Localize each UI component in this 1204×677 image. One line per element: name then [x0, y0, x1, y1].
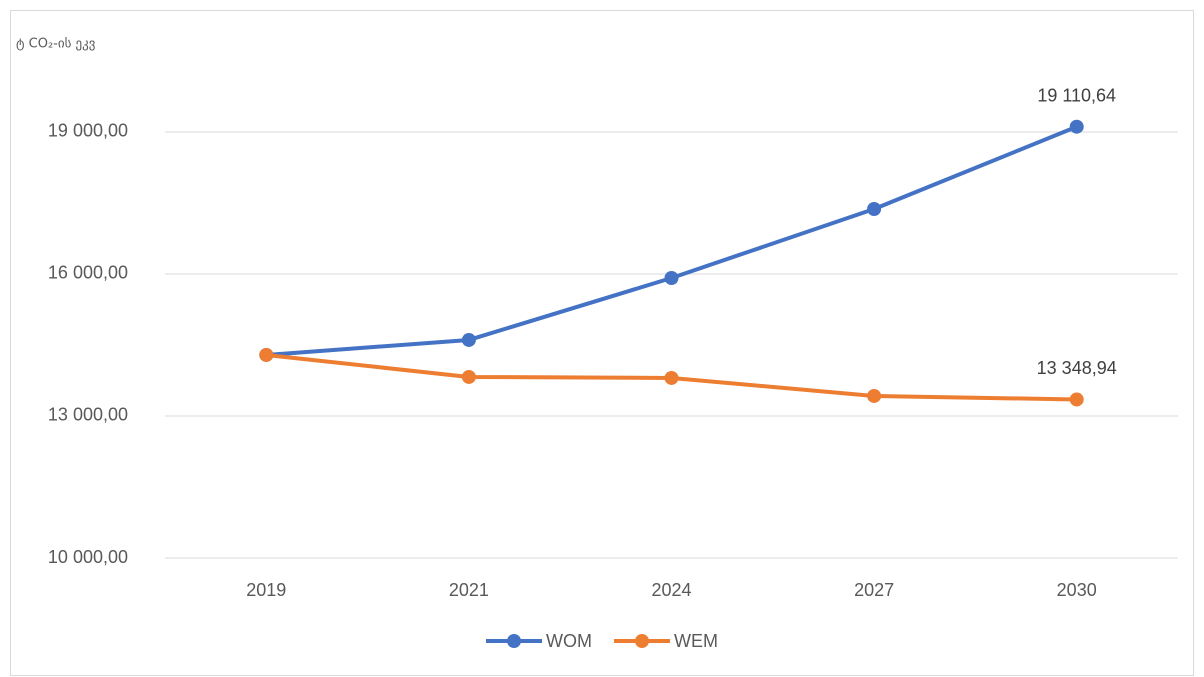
y-tick-label: 19 000,00 — [48, 121, 128, 141]
y-tick-label: 13 000,00 — [48, 405, 128, 425]
x-tick-label: 2030 — [1057, 580, 1097, 600]
y-axis-label: ტ CO₂-ის ეკვ — [16, 37, 95, 52]
data-label: 13 348,94 — [1037, 358, 1117, 378]
series-marker — [664, 271, 679, 286]
x-tick-label: 2019 — [246, 580, 286, 600]
series-marker — [461, 332, 476, 347]
legend-marker — [507, 634, 521, 648]
data-label: 19 110,64 — [1037, 85, 1116, 105]
series-marker — [1069, 119, 1084, 134]
y-tick-label: 16 000,00 — [48, 263, 128, 283]
x-tick-label: 2021 — [449, 580, 489, 600]
series-marker — [461, 369, 476, 384]
legend-label: WOM — [546, 631, 592, 651]
series-marker — [867, 201, 882, 216]
series-marker — [1069, 392, 1084, 407]
series-marker — [664, 370, 679, 385]
series-marker — [867, 388, 882, 403]
y-tick-label: 10 000,00 — [48, 547, 128, 567]
legend-label: WEM — [674, 631, 718, 651]
chart-border — [10, 10, 1194, 676]
x-tick-label: 2024 — [651, 580, 691, 600]
series-marker — [259, 347, 274, 362]
legend-marker — [634, 634, 649, 648]
x-tick-label: 2027 — [854, 580, 894, 600]
